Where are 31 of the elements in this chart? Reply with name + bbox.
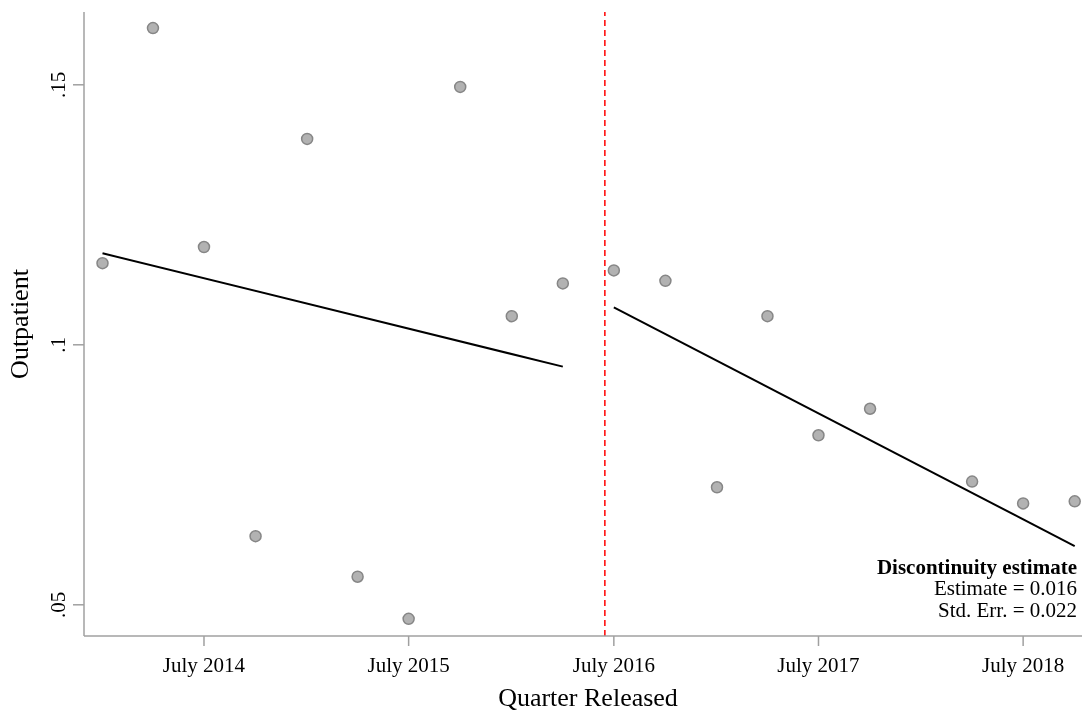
point — [863, 402, 877, 416]
point — [965, 475, 979, 488]
x-axis-title: Quarter Released — [498, 682, 678, 712]
point — [556, 277, 570, 290]
point — [402, 612, 415, 626]
point — [1068, 495, 1081, 508]
point — [761, 309, 774, 323]
point — [146, 21, 160, 35]
x-tick-label: July 2018 — [982, 652, 1065, 677]
x-tick-label: July 2016 — [572, 652, 655, 677]
point — [710, 481, 724, 494]
point — [453, 80, 467, 94]
y-tick-label: .1 — [46, 336, 70, 353]
y-tick-label: .15 — [46, 71, 70, 98]
point — [96, 256, 109, 270]
x-tick-label: July 2014 — [162, 652, 246, 677]
annotation: Std. Err. = 0.022 — [937, 597, 1077, 622]
point — [249, 529, 262, 543]
point — [197, 240, 211, 254]
x-tick-label: July 2017 — [777, 652, 860, 677]
point — [607, 264, 621, 277]
point — [1016, 497, 1030, 510]
point — [505, 309, 519, 323]
point — [659, 274, 672, 288]
annotation: Discontinuity estimate — [876, 554, 1077, 579]
point — [812, 429, 825, 442]
x-tick-label: July 2015 — [367, 652, 450, 677]
point — [300, 132, 314, 146]
point — [351, 570, 364, 583]
y-axis-title: Outpatient — [5, 268, 34, 379]
y-tick-label: .05 — [46, 591, 70, 618]
